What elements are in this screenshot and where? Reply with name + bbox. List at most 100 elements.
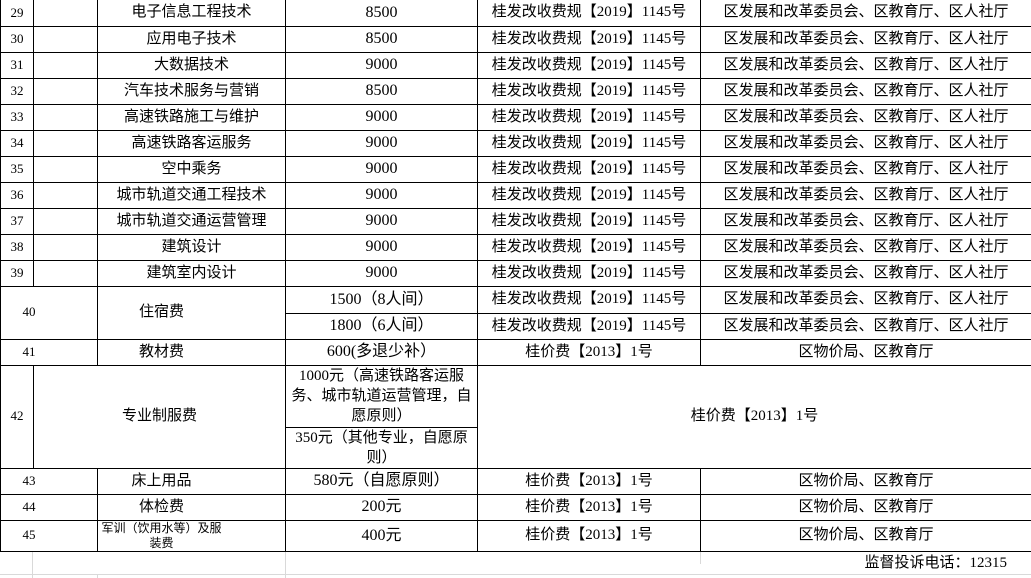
fee-cell[interactable]: 9000 <box>286 260 478 286</box>
item-name-cell[interactable]: 高速铁路施工与维护 <box>98 104 286 130</box>
row-number-cell[interactable]: 29 <box>1 0 34 26</box>
item-name-cell[interactable]: 大数据技术 <box>98 52 286 78</box>
policy-ref-cell[interactable]: 桂发改收费规【2019】1145号 <box>478 182 701 208</box>
row-number-cell[interactable]: 40 <box>1 286 98 339</box>
authority-cell[interactable]: 区发展和改革委员会、区教育厅、区人社厅 <box>701 130 1031 156</box>
policy-ref-authority-merged-cell[interactable]: 桂价费【2013】1号 <box>478 365 1031 468</box>
policy-ref-cell[interactable]: 桂发改收费规【2019】1145号 <box>478 286 701 313</box>
row-number-cell[interactable]: 44 <box>1 494 98 520</box>
policy-ref-cell[interactable]: 桂发改收费规【2019】1145号 <box>478 156 701 182</box>
row-number-cell[interactable]: 34 <box>1 130 34 156</box>
fee-cell[interactable]: 8500 <box>286 26 478 52</box>
policy-ref-cell[interactable]: 桂价费【2013】1号 <box>478 468 701 494</box>
row-number-cell[interactable]: 37 <box>1 208 34 234</box>
fee-cell[interactable]: 9000 <box>286 104 478 130</box>
fee-cell[interactable]: 1800（6人间） <box>286 313 478 339</box>
authority-cell[interactable]: 区物价局、区教育厅 <box>701 339 1031 365</box>
category-spacer-cell[interactable] <box>34 208 98 234</box>
policy-ref-cell[interactable]: 桂发改收费规【2019】1145号 <box>478 78 701 104</box>
category-spacer-cell[interactable] <box>34 234 98 260</box>
policy-ref-cell[interactable]: 桂发改收费规【2019】1145号 <box>478 234 701 260</box>
policy-ref-cell[interactable]: 桂发改收费规【2019】1145号 <box>478 208 701 234</box>
category-spacer-cell[interactable] <box>34 52 98 78</box>
authority-cell[interactable]: 区发展和改革委员会、区教育厅、区人社厅 <box>701 156 1031 182</box>
item-name-cell[interactable]: 汽车技术服务与营销 <box>98 78 286 104</box>
row-number-cell[interactable]: 45 <box>1 520 98 551</box>
authority-cell[interactable]: 区发展和改革委员会、区教育厅、区人社厅 <box>701 0 1031 26</box>
authority-cell[interactable]: 区物价局、区教育厅 <box>701 520 1031 551</box>
authority-cell[interactable]: 区发展和改革委员会、区教育厅、区人社厅 <box>701 208 1031 234</box>
authority-cell[interactable]: 区物价局、区教育厅 <box>701 468 1031 494</box>
row-number-cell[interactable]: 42 <box>1 365 34 468</box>
fee-cell[interactable]: 600(多退少补） <box>286 339 478 365</box>
authority-cell[interactable]: 区发展和改革委员会、区教育厅、区人社厅 <box>701 104 1031 130</box>
fee-cell[interactable]: 8500 <box>286 0 478 26</box>
item-name-cell[interactable]: 住宿费 <box>98 286 286 339</box>
category-spacer-cell[interactable] <box>34 104 98 130</box>
authority-cell[interactable]: 区发展和改革委员会、区教育厅、区人社厅 <box>701 78 1031 104</box>
policy-ref-cell[interactable]: 桂发改收费规【2019】1145号 <box>478 260 701 286</box>
item-name-cell[interactable]: 高速铁路客运服务 <box>98 130 286 156</box>
category-spacer-cell[interactable] <box>34 260 98 286</box>
category-spacer-cell[interactable] <box>34 0 98 26</box>
authority-cell[interactable]: 区发展和改革委员会、区教育厅、区人社厅 <box>701 286 1031 313</box>
policy-ref-cell[interactable]: 桂发改收费规【2019】1145号 <box>478 130 701 156</box>
policy-ref-cell[interactable]: 桂发改收费规【2019】1145号 <box>478 104 701 130</box>
fee-cell[interactable]: 1000元（高速铁路客运服务、城市轨道运营管理，自愿原则） <box>286 365 478 427</box>
fee-cell[interactable]: 8500 <box>286 78 478 104</box>
authority-cell[interactable]: 区发展和改革委员会、区教育厅、区人社厅 <box>701 52 1031 78</box>
fee-cell[interactable]: 350元（其他专业，自愿原则） <box>286 427 478 468</box>
row-number-cell[interactable]: 41 <box>1 339 98 365</box>
item-name-cell[interactable]: 专业制服费 <box>34 365 286 468</box>
row-number-cell[interactable]: 35 <box>1 156 34 182</box>
item-name-cell[interactable]: 城市轨道交通工程技术 <box>98 182 286 208</box>
fee-cell[interactable]: 9000 <box>286 52 478 78</box>
policy-ref-cell[interactable]: 桂发改收费规【2019】1145号 <box>478 52 701 78</box>
item-name-cell[interactable]: 教材费 <box>98 339 286 365</box>
fee-cell[interactable]: 9000 <box>286 234 478 260</box>
category-spacer-cell[interactable] <box>34 182 98 208</box>
row-number-cell[interactable]: 43 <box>1 468 98 494</box>
fee-cell[interactable]: 9000 <box>286 182 478 208</box>
fee-cell[interactable]: 9000 <box>286 156 478 182</box>
fee-cell[interactable]: 400元 <box>286 520 478 551</box>
fee-cell[interactable]: 200元 <box>286 494 478 520</box>
policy-ref-cell[interactable]: 桂发改收费规【2019】1145号 <box>478 0 701 26</box>
authority-cell[interactable]: 区发展和改革委员会、区教育厅、区人社厅 <box>701 313 1031 339</box>
policy-ref-cell[interactable]: 桂价费【2013】1号 <box>478 520 701 551</box>
item-name-cell[interactable]: 电子信息工程技术 <box>98 0 286 26</box>
item-name-cell[interactable]: 床上用品 <box>98 468 286 494</box>
item-name-cell[interactable]: 空中乘务 <box>98 156 286 182</box>
category-spacer-cell[interactable] <box>34 78 98 104</box>
row-number-cell[interactable]: 36 <box>1 182 34 208</box>
authority-cell[interactable]: 区发展和改革委员会、区教育厅、区人社厅 <box>701 182 1031 208</box>
item-name-cell[interactable]: 建筑室内设计 <box>98 260 286 286</box>
row-number-cell[interactable]: 32 <box>1 78 34 104</box>
row-number-cell[interactable]: 38 <box>1 234 34 260</box>
category-spacer-cell[interactable] <box>34 26 98 52</box>
category-spacer-cell[interactable] <box>34 156 98 182</box>
fee-cell[interactable]: 580元（自愿原则） <box>286 468 478 494</box>
policy-ref-cell[interactable]: 桂价费【2013】1号 <box>478 494 701 520</box>
item-name-cell[interactable]: 建筑设计 <box>98 234 286 260</box>
fee-cell[interactable]: 9000 <box>286 130 478 156</box>
policy-ref-cell[interactable]: 桂价费【2013】1号 <box>478 339 701 365</box>
item-name-cell[interactable]: 应用电子技术 <box>98 26 286 52</box>
row-number-cell[interactable]: 39 <box>1 260 34 286</box>
table-row-bedding: 43 床上用品 580元（自愿原则） 桂价费【2013】1号 区物价局、区教育厅 <box>1 468 1031 494</box>
policy-ref-cell[interactable]: 桂发改收费规【2019】1145号 <box>478 313 701 339</box>
authority-cell[interactable]: 区发展和改革委员会、区教育厅、区人社厅 <box>701 234 1031 260</box>
row-number-cell[interactable]: 31 <box>1 52 34 78</box>
authority-cell[interactable]: 区物价局、区教育厅 <box>701 494 1031 520</box>
item-name-cell[interactable]: 军训（饮用水等）及服装费 <box>98 520 286 551</box>
policy-ref-cell[interactable]: 桂发改收费规【2019】1145号 <box>478 26 701 52</box>
item-name-cell[interactable]: 城市轨道交通运营管理 <box>98 208 286 234</box>
fee-cell[interactable]: 1500（8人间） <box>286 286 478 313</box>
authority-cell[interactable]: 区发展和改革委员会、区教育厅、区人社厅 <box>701 26 1031 52</box>
category-spacer-cell[interactable] <box>34 130 98 156</box>
row-number-cell[interactable]: 33 <box>1 104 34 130</box>
fee-cell[interactable]: 9000 <box>286 208 478 234</box>
authority-cell[interactable]: 区发展和改革委员会、区教育厅、区人社厅 <box>701 260 1031 286</box>
row-number-cell[interactable]: 30 <box>1 26 34 52</box>
item-name-cell[interactable]: 体检费 <box>98 494 286 520</box>
